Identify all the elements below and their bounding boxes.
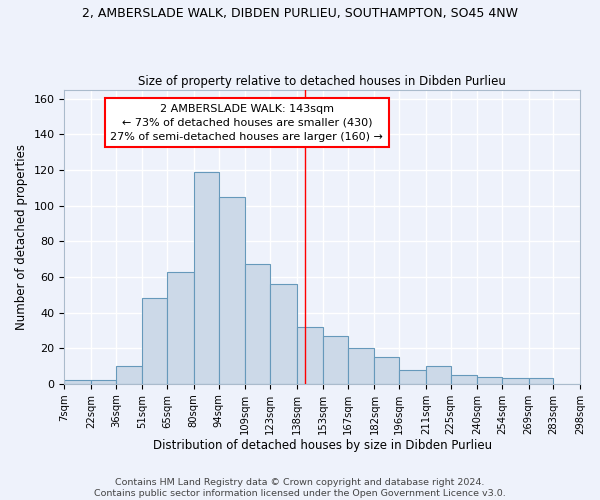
Text: Contains HM Land Registry data © Crown copyright and database right 2024.
Contai: Contains HM Land Registry data © Crown c… (94, 478, 506, 498)
Bar (91, 380, 116, 384)
Bar (426, 366, 451, 384)
Bar (374, 357, 399, 384)
Bar (296, 327, 323, 384)
Bar (218, 196, 245, 384)
Bar (167, 272, 194, 384)
Y-axis label: Number of detached properties: Number of detached properties (15, 144, 28, 330)
Bar (142, 298, 167, 384)
Bar (529, 378, 553, 384)
Bar (270, 284, 296, 384)
Bar (194, 172, 218, 384)
Bar (451, 375, 477, 384)
X-axis label: Distribution of detached houses by size in Dibden Purlieu: Distribution of detached houses by size … (152, 440, 492, 452)
Bar (64, 380, 91, 384)
Text: 2 AMBERSLADE WALK: 143sqm
← 73% of detached houses are smaller (430)
27% of semi: 2 AMBERSLADE WALK: 143sqm ← 73% of detac… (110, 104, 383, 142)
Bar (323, 336, 348, 384)
Text: 2, AMBERSLADE WALK, DIBDEN PURLIEU, SOUTHAMPTON, SO45 4NW: 2, AMBERSLADE WALK, DIBDEN PURLIEU, SOUT… (82, 8, 518, 20)
Title: Size of property relative to detached houses in Dibden Purlieu: Size of property relative to detached ho… (138, 76, 506, 88)
Bar (245, 264, 270, 384)
Bar (348, 348, 374, 384)
Bar (399, 370, 426, 384)
Bar (116, 366, 142, 384)
Bar (477, 376, 502, 384)
Bar (502, 378, 529, 384)
